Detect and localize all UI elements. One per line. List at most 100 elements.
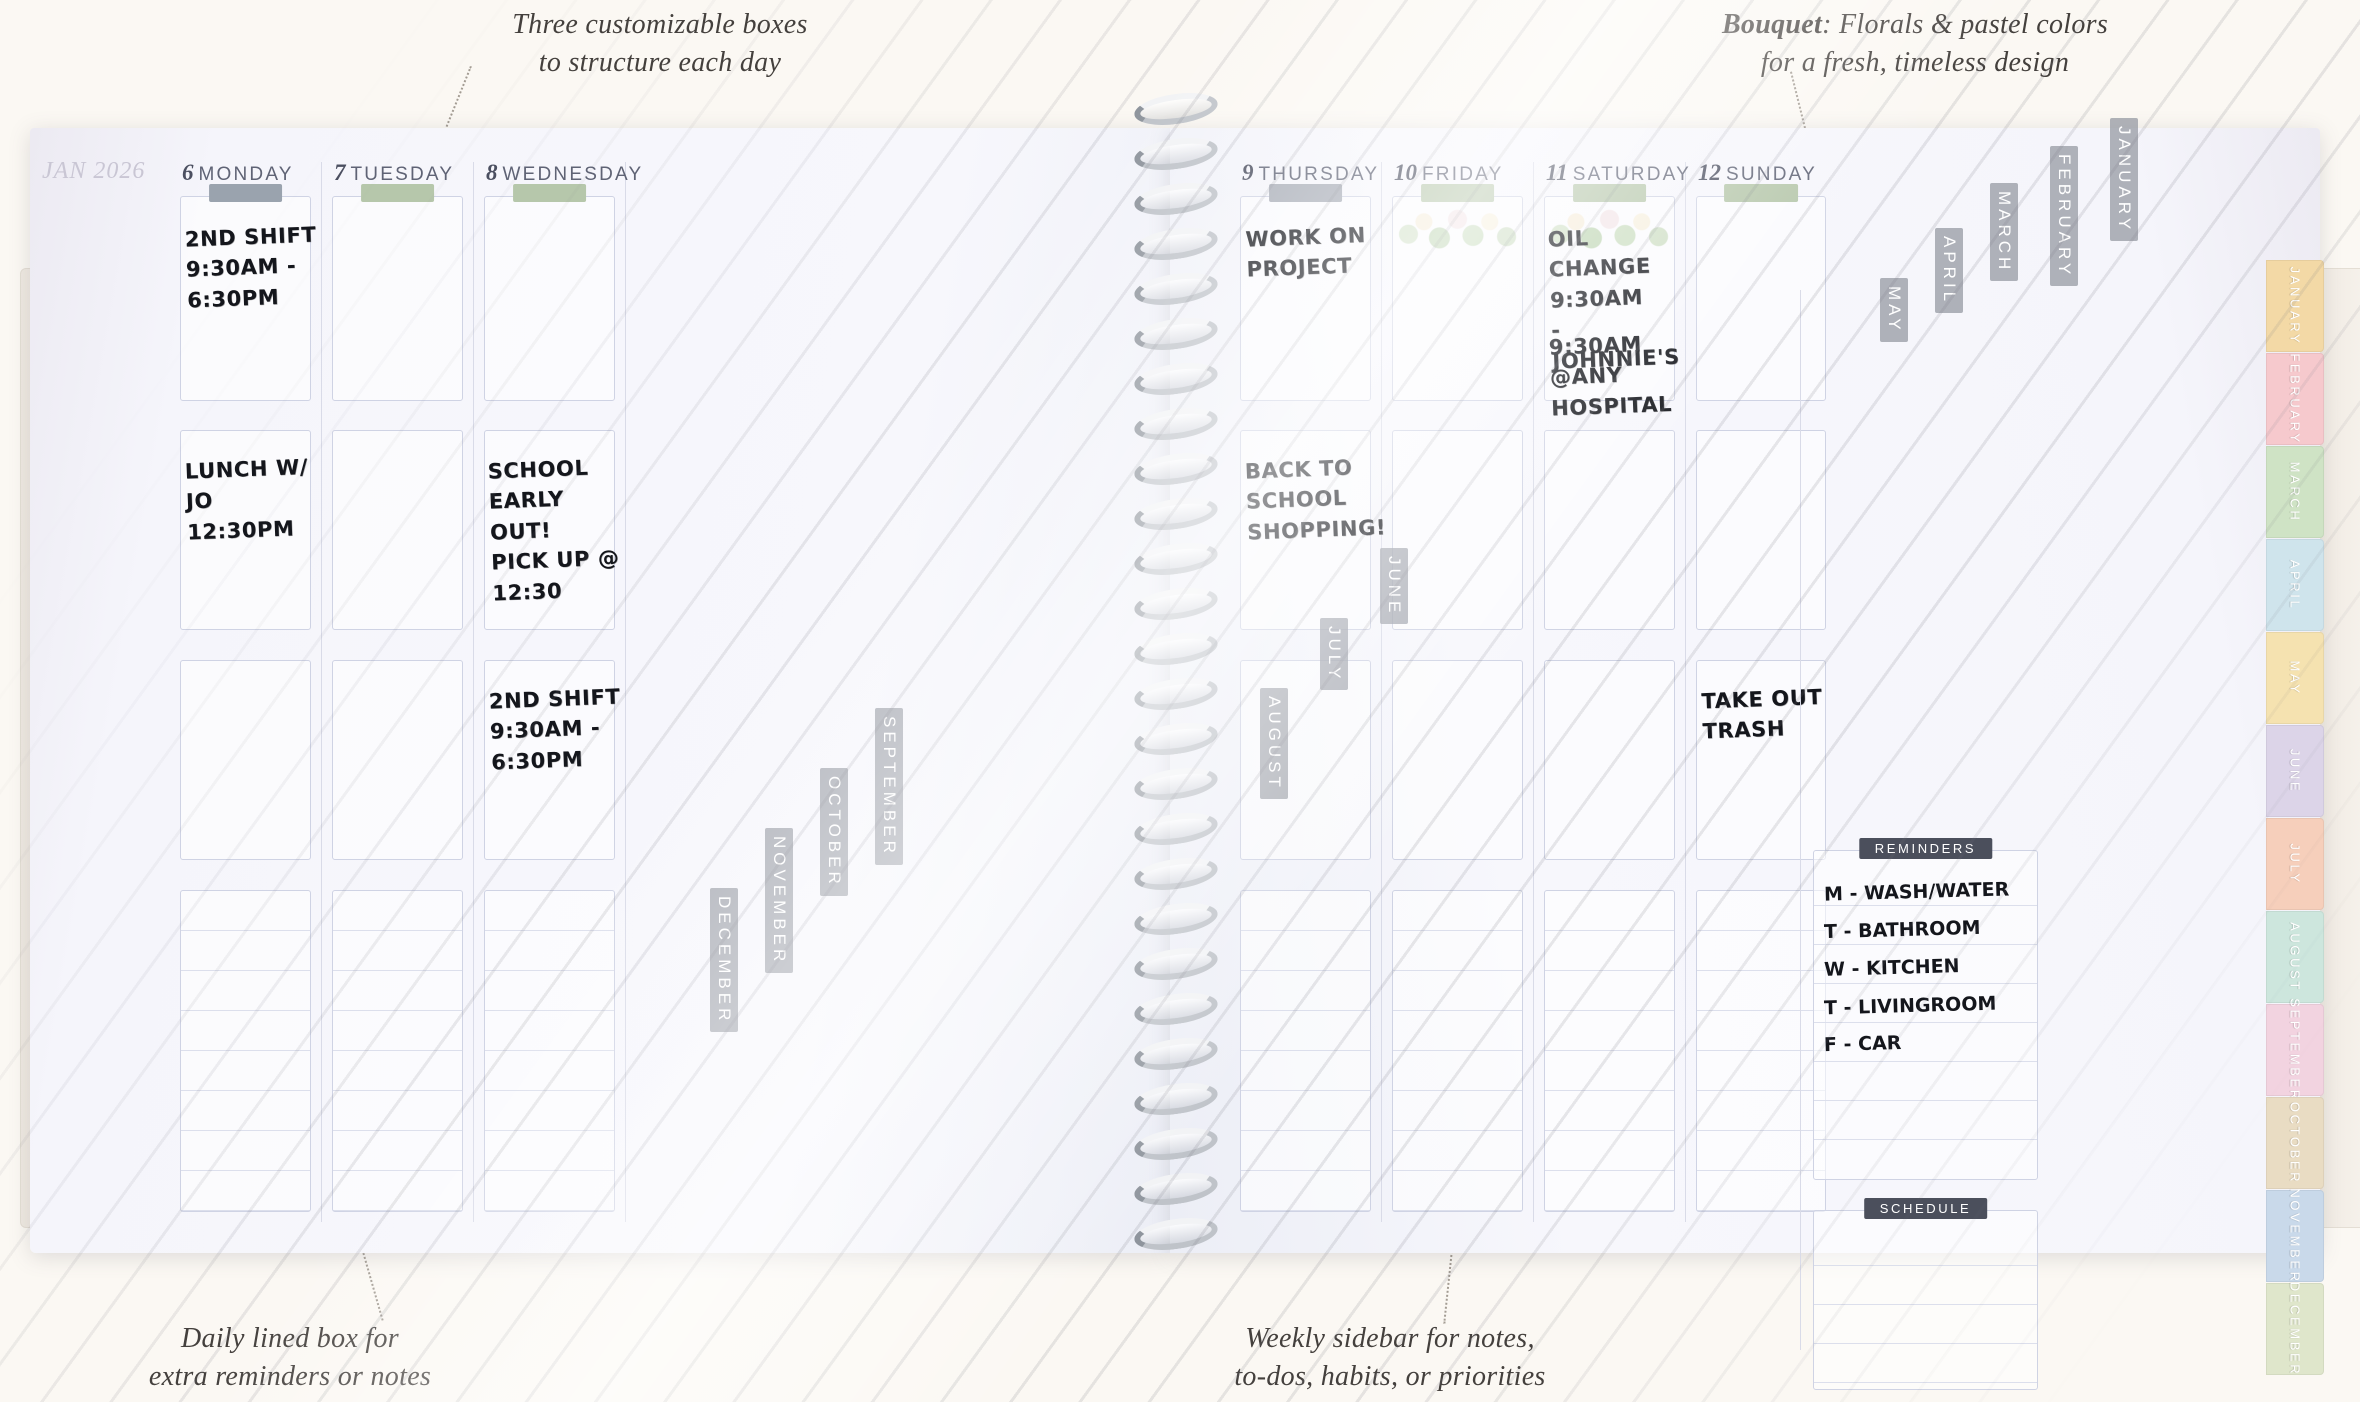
day-header: 6 MONDAY bbox=[182, 160, 294, 186]
handwritten-note: BACK TO SCHOOL SHOPPING! bbox=[1244, 455, 1387, 545]
reminder-item: T - BATHROOM bbox=[1823, 916, 1981, 944]
callout-daily-lined-box: Daily lined box for extra reminders or n… bbox=[148, 1323, 432, 1392]
daily-lined-box[interactable] bbox=[180, 890, 311, 1212]
day-name: TUESDAY bbox=[350, 164, 455, 185]
month-tab-label: JULY bbox=[2287, 843, 2303, 885]
handwritten-note: 2ND SHIFT 9:30AM - 6:30PM bbox=[184, 222, 317, 313]
day-column-saturday[interactable]: 11 SATURDAY OIL CHANGE 9:30AM - JOHNNIE'S… bbox=[1534, 160, 1689, 1222]
day-box-caption bbox=[1268, 184, 1343, 202]
month-tab-march[interactable]: MARCH bbox=[2266, 446, 2324, 538]
day-box-2[interactable] bbox=[332, 430, 463, 630]
reminders-caption: REMINDERS bbox=[1858, 838, 1993, 859]
daily-lined-box[interactable] bbox=[1392, 890, 1523, 1212]
month-band-label: NOVEMBER bbox=[765, 828, 793, 974]
day-column-tuesday[interactable]: 7 TUESDAY bbox=[322, 160, 474, 1222]
day-box-caption bbox=[208, 184, 283, 202]
month-band-label: DECEMBER bbox=[710, 888, 738, 1033]
month-band-label: APRIL bbox=[1935, 228, 1963, 314]
day-header: 11 SATURDAY bbox=[1546, 160, 1691, 186]
callout-three-boxes: Three customizable boxes to structure ea… bbox=[512, 9, 808, 78]
month-tab-label: MARCH bbox=[2287, 461, 2303, 523]
daily-lined-box[interactable] bbox=[332, 890, 463, 1212]
month-tab-may[interactable]: MAY bbox=[2266, 632, 2324, 724]
day-box-caption bbox=[1724, 184, 1798, 202]
day-column-friday[interactable]: 10 FRIDAY bbox=[1382, 160, 1534, 1222]
day-box-3[interactable] bbox=[1392, 660, 1523, 860]
day-box-1[interactable] bbox=[1392, 184, 1523, 401]
reminder-item: W - KITCHEN bbox=[1823, 955, 1960, 981]
month-tab-october[interactable]: OCTOBER bbox=[2266, 1097, 2324, 1189]
month-tab-august[interactable]: AUGUST bbox=[2266, 911, 2324, 1003]
month-tab-january[interactable]: JANUARY bbox=[2266, 260, 2324, 352]
month-band-label: JUNE bbox=[1380, 548, 1408, 625]
day-header: 7 TUESDAY bbox=[334, 160, 454, 186]
month-tab-label: DECEMBER bbox=[2287, 1281, 2303, 1377]
month-year-label: JAN 2026 bbox=[42, 158, 146, 184]
day-box-3[interactable] bbox=[1544, 660, 1675, 860]
day-number: 12 bbox=[1698, 160, 1721, 185]
day-box-3[interactable] bbox=[180, 660, 311, 860]
month-band-label: FEBRUARY bbox=[2050, 146, 2078, 287]
day-name: WEDNESDAY bbox=[502, 164, 644, 185]
month-tab-label: NOVEMBER bbox=[2287, 1188, 2303, 1284]
month-band-label: JANUARY bbox=[2110, 118, 2138, 242]
reminder-item: F - CAR bbox=[1823, 1031, 1902, 1057]
callout-bouquet-bold: Bouquet bbox=[1721, 9, 1823, 40]
daily-lined-box[interactable] bbox=[484, 890, 615, 1212]
month-tab-april[interactable]: APRIL bbox=[2266, 539, 2324, 631]
day-column-thursday[interactable]: 9 THURSDAY WORK ON PROJECT BACK TO SCHOOL … bbox=[1230, 160, 1387, 1222]
day-header: 12 SUNDAY bbox=[1698, 160, 1817, 186]
day-header: 8 WEDNESDAY bbox=[486, 160, 643, 186]
day-number: 10 bbox=[1394, 160, 1417, 185]
month-band-label: OCTOBER bbox=[820, 768, 848, 896]
month-tab-label: APRIL bbox=[2287, 559, 2303, 611]
day-header: 10 FRIDAY bbox=[1394, 160, 1503, 186]
month-band-label: MARCH bbox=[1990, 183, 2018, 282]
day-number: 11 bbox=[1546, 160, 1568, 185]
month-band-label: SEPTEMBER bbox=[875, 708, 903, 865]
handwritten-note: 2ND SHIFT 9:30AM - 6:30PM bbox=[488, 684, 621, 775]
day-box-3[interactable] bbox=[332, 660, 463, 860]
callout-weekly-sidebar: Weekly sidebar for notes, to-dos, habits… bbox=[1234, 1323, 1546, 1392]
day-box-1[interactable] bbox=[332, 184, 463, 401]
daily-lined-box[interactable] bbox=[1544, 890, 1675, 1212]
day-box-caption bbox=[512, 184, 587, 202]
day-number: 7 bbox=[334, 160, 346, 185]
month-tab-label: SEPTEMBER bbox=[2287, 998, 2303, 1102]
day-box-2[interactable] bbox=[1544, 430, 1675, 630]
month-tab-december[interactable]: DECEMBER bbox=[2266, 1281, 2324, 1377]
day-number: 9 bbox=[1242, 160, 1254, 185]
month-tab-june[interactable]: JUNE bbox=[2266, 725, 2324, 817]
month-band-label: AUGUST bbox=[1260, 688, 1288, 799]
month-tab-label: MAY bbox=[2287, 660, 2303, 696]
month-band-label: MAY bbox=[1880, 278, 1908, 342]
schedule-caption: SCHEDULE bbox=[1863, 1198, 1988, 1219]
day-column-wednesday[interactable]: 8 WEDNESDAY SCHOOL EARLY OUT! PICK UP @ 1… bbox=[474, 160, 641, 1222]
schedule-box[interactable]: SCHEDULE bbox=[1813, 1198, 2038, 1390]
month-tab-label: AUGUST bbox=[2287, 922, 2303, 992]
reminders-box[interactable]: REMINDERS M - WASH/WATER T - BATHROOM W - … bbox=[1813, 838, 2038, 1180]
month-tabs: JANUARY FEBRUARY MARCH APRIL MAY JUNE JULY AUGU… bbox=[2266, 260, 2324, 1380]
month-tab-july[interactable]: JULY bbox=[2266, 818, 2324, 910]
handwritten-note: SCHOOL EARLY OUT! PICK UP @ 12:30 bbox=[487, 455, 620, 606]
day-box-2[interactable] bbox=[1392, 430, 1523, 630]
schedule-rules bbox=[1814, 1227, 2037, 1383]
day-number: 8 bbox=[486, 160, 498, 185]
day-name: MONDAY bbox=[198, 164, 294, 185]
day-number: 6 bbox=[182, 160, 194, 185]
month-tab-label: FEBRUARY bbox=[2287, 353, 2303, 445]
day-header: 9 THURSDAY bbox=[1242, 160, 1379, 186]
day-box-1[interactable] bbox=[484, 184, 615, 401]
month-tab-february[interactable]: FEBRUARY bbox=[2266, 353, 2324, 445]
month-tab-label: JANUARY bbox=[2287, 266, 2303, 346]
month-tab-november[interactable]: NOVEMBER bbox=[2266, 1188, 2324, 1284]
day-column-monday[interactable]: 6 MONDAY 2ND SHIFT 9:30AM - 6:30PM LUNCH W… bbox=[170, 160, 322, 1222]
day-name: FRIDAY bbox=[1422, 164, 1504, 185]
day-name: SATURDAY bbox=[1572, 164, 1691, 185]
daily-lined-box[interactable] bbox=[1240, 890, 1371, 1212]
month-band-label: JULY bbox=[1320, 618, 1348, 691]
month-tab-september[interactable]: SEPTEMBER bbox=[2266, 998, 2324, 1102]
month-tab-label: OCTOBER bbox=[2287, 1101, 2303, 1185]
handwritten-note: WORK ON PROJECT bbox=[1244, 222, 1367, 282]
